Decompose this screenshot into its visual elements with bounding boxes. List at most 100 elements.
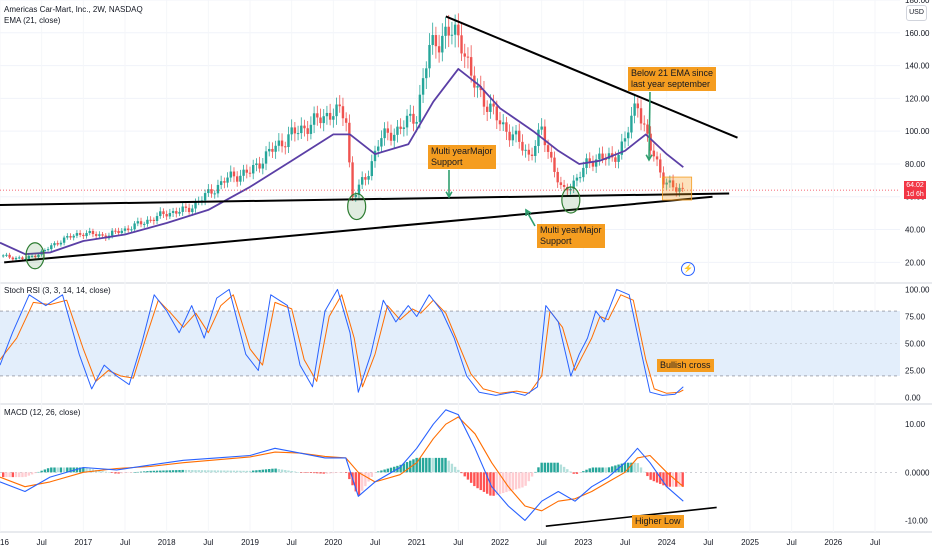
candle-body <box>223 181 226 183</box>
candle-body <box>591 162 595 167</box>
macd-histogram-bar <box>473 472 476 487</box>
macd-tick-label: 10.00 <box>905 420 926 429</box>
macd-legend: MACD (12, 26, close) <box>4 408 81 417</box>
macd-histogram-bar <box>168 470 172 473</box>
candle-body <box>66 236 69 238</box>
macd-histogram-bar <box>566 469 569 473</box>
macd-histogram-bar <box>402 463 406 473</box>
time-tick-label: Jul <box>370 538 380 547</box>
candle-body <box>46 249 50 251</box>
candle-body <box>219 181 223 185</box>
time-tick-label: Jul <box>787 538 797 547</box>
macd-histogram-bar <box>341 472 345 473</box>
macd-histogram-bar <box>197 470 200 473</box>
candle-body <box>582 167 585 178</box>
candle-body <box>56 243 59 245</box>
candle-body <box>328 112 332 120</box>
candle-body <box>415 121 418 124</box>
macd-histogram-bar <box>261 469 265 473</box>
bar-countdown: 1d 6h <box>906 191 924 199</box>
candle-body <box>168 212 172 217</box>
candle-body <box>418 94 422 122</box>
macd-histogram-bar <box>655 472 659 483</box>
macd-histogram-bar <box>364 472 367 487</box>
candle-body <box>569 188 572 191</box>
lightning-icon[interactable]: ⚡ <box>681 262 695 276</box>
macd-histogram-bar <box>482 472 486 492</box>
macd-higher-low-trendline <box>545 506 717 527</box>
macd-histogram-bar <box>652 472 656 482</box>
macd-histogram-bar <box>152 470 156 473</box>
candle-body <box>59 242 63 245</box>
macd-histogram-bar <box>620 463 623 473</box>
candle-body <box>258 163 261 169</box>
macd-histogram-bar <box>155 470 159 473</box>
candle-body <box>393 134 396 141</box>
candle-body <box>94 234 98 236</box>
candle-body <box>274 145 277 152</box>
candle-body <box>643 123 646 125</box>
macd-histogram-bar <box>210 470 213 473</box>
candle-body <box>149 219 152 221</box>
candle-body <box>466 56 470 58</box>
macd-histogram-bar <box>447 460 450 473</box>
macd-histogram-bar <box>367 472 370 482</box>
macd-histogram-bar <box>582 471 585 473</box>
macd-histogram-bar <box>502 472 505 494</box>
candle-body <box>117 230 120 234</box>
macd-histogram-bar <box>184 469 188 473</box>
macd-histogram-bar <box>594 467 598 473</box>
macd-histogram-bar <box>191 470 194 473</box>
macd-histogram-bar <box>553 462 556 473</box>
candle-body <box>399 126 402 129</box>
macd-histogram-bar <box>556 462 559 473</box>
candle-body <box>181 206 184 212</box>
candle-body <box>255 163 258 166</box>
candle-body <box>627 132 630 139</box>
candle-body <box>30 255 34 257</box>
candle-body <box>357 184 361 195</box>
candle-body <box>659 159 662 173</box>
time-tick-label: Jul <box>537 538 547 547</box>
candle-body <box>453 24 457 35</box>
candle-body <box>409 113 412 116</box>
candle-body <box>2 255 5 257</box>
macd-histogram-bar <box>405 462 409 473</box>
candle-body <box>550 151 553 158</box>
candle-body <box>72 235 75 238</box>
macd-histogram-bar <box>136 471 140 473</box>
time-tick-label: Jul <box>203 538 213 547</box>
candle-body <box>229 171 232 178</box>
macd-histogram-bar <box>293 471 297 473</box>
candle-body <box>69 236 72 238</box>
macd-histogram-bar <box>223 470 226 473</box>
time-tick-label: 2018 <box>158 538 176 547</box>
macd-histogram-bar <box>69 467 72 473</box>
candle-body <box>239 175 242 182</box>
arrow-lower-support <box>525 209 536 227</box>
price-tick-label: 80.00 <box>905 160 926 169</box>
stoch-tick-label: 0.00 <box>905 394 921 403</box>
candle-body <box>668 180 672 183</box>
candle-body <box>540 126 543 130</box>
macd-histogram-bar <box>569 471 572 473</box>
macd-histogram-bar <box>319 472 322 474</box>
support-circle <box>561 186 581 214</box>
candle-body <box>290 127 293 135</box>
macd-histogram-bar <box>521 472 524 488</box>
macd-histogram-bar <box>117 472 120 474</box>
macd-histogram-bar <box>444 457 447 473</box>
candle-body <box>450 34 454 36</box>
macd-histogram-bar <box>373 472 377 473</box>
macd-histogram-bar <box>678 472 681 487</box>
macd-histogram-bar <box>232 470 236 473</box>
macd-histogram-bar <box>412 459 415 473</box>
macd-histogram-bar <box>675 472 678 487</box>
macd-histogram-bar <box>524 472 527 486</box>
note-ema: Below 21 EMA since last year september <box>628 67 717 91</box>
candle-body <box>348 122 351 163</box>
note-stoch: Bullish cross <box>657 359 714 372</box>
currency-button[interactable]: USD <box>906 5 927 21</box>
resistance-trendline <box>445 15 738 139</box>
